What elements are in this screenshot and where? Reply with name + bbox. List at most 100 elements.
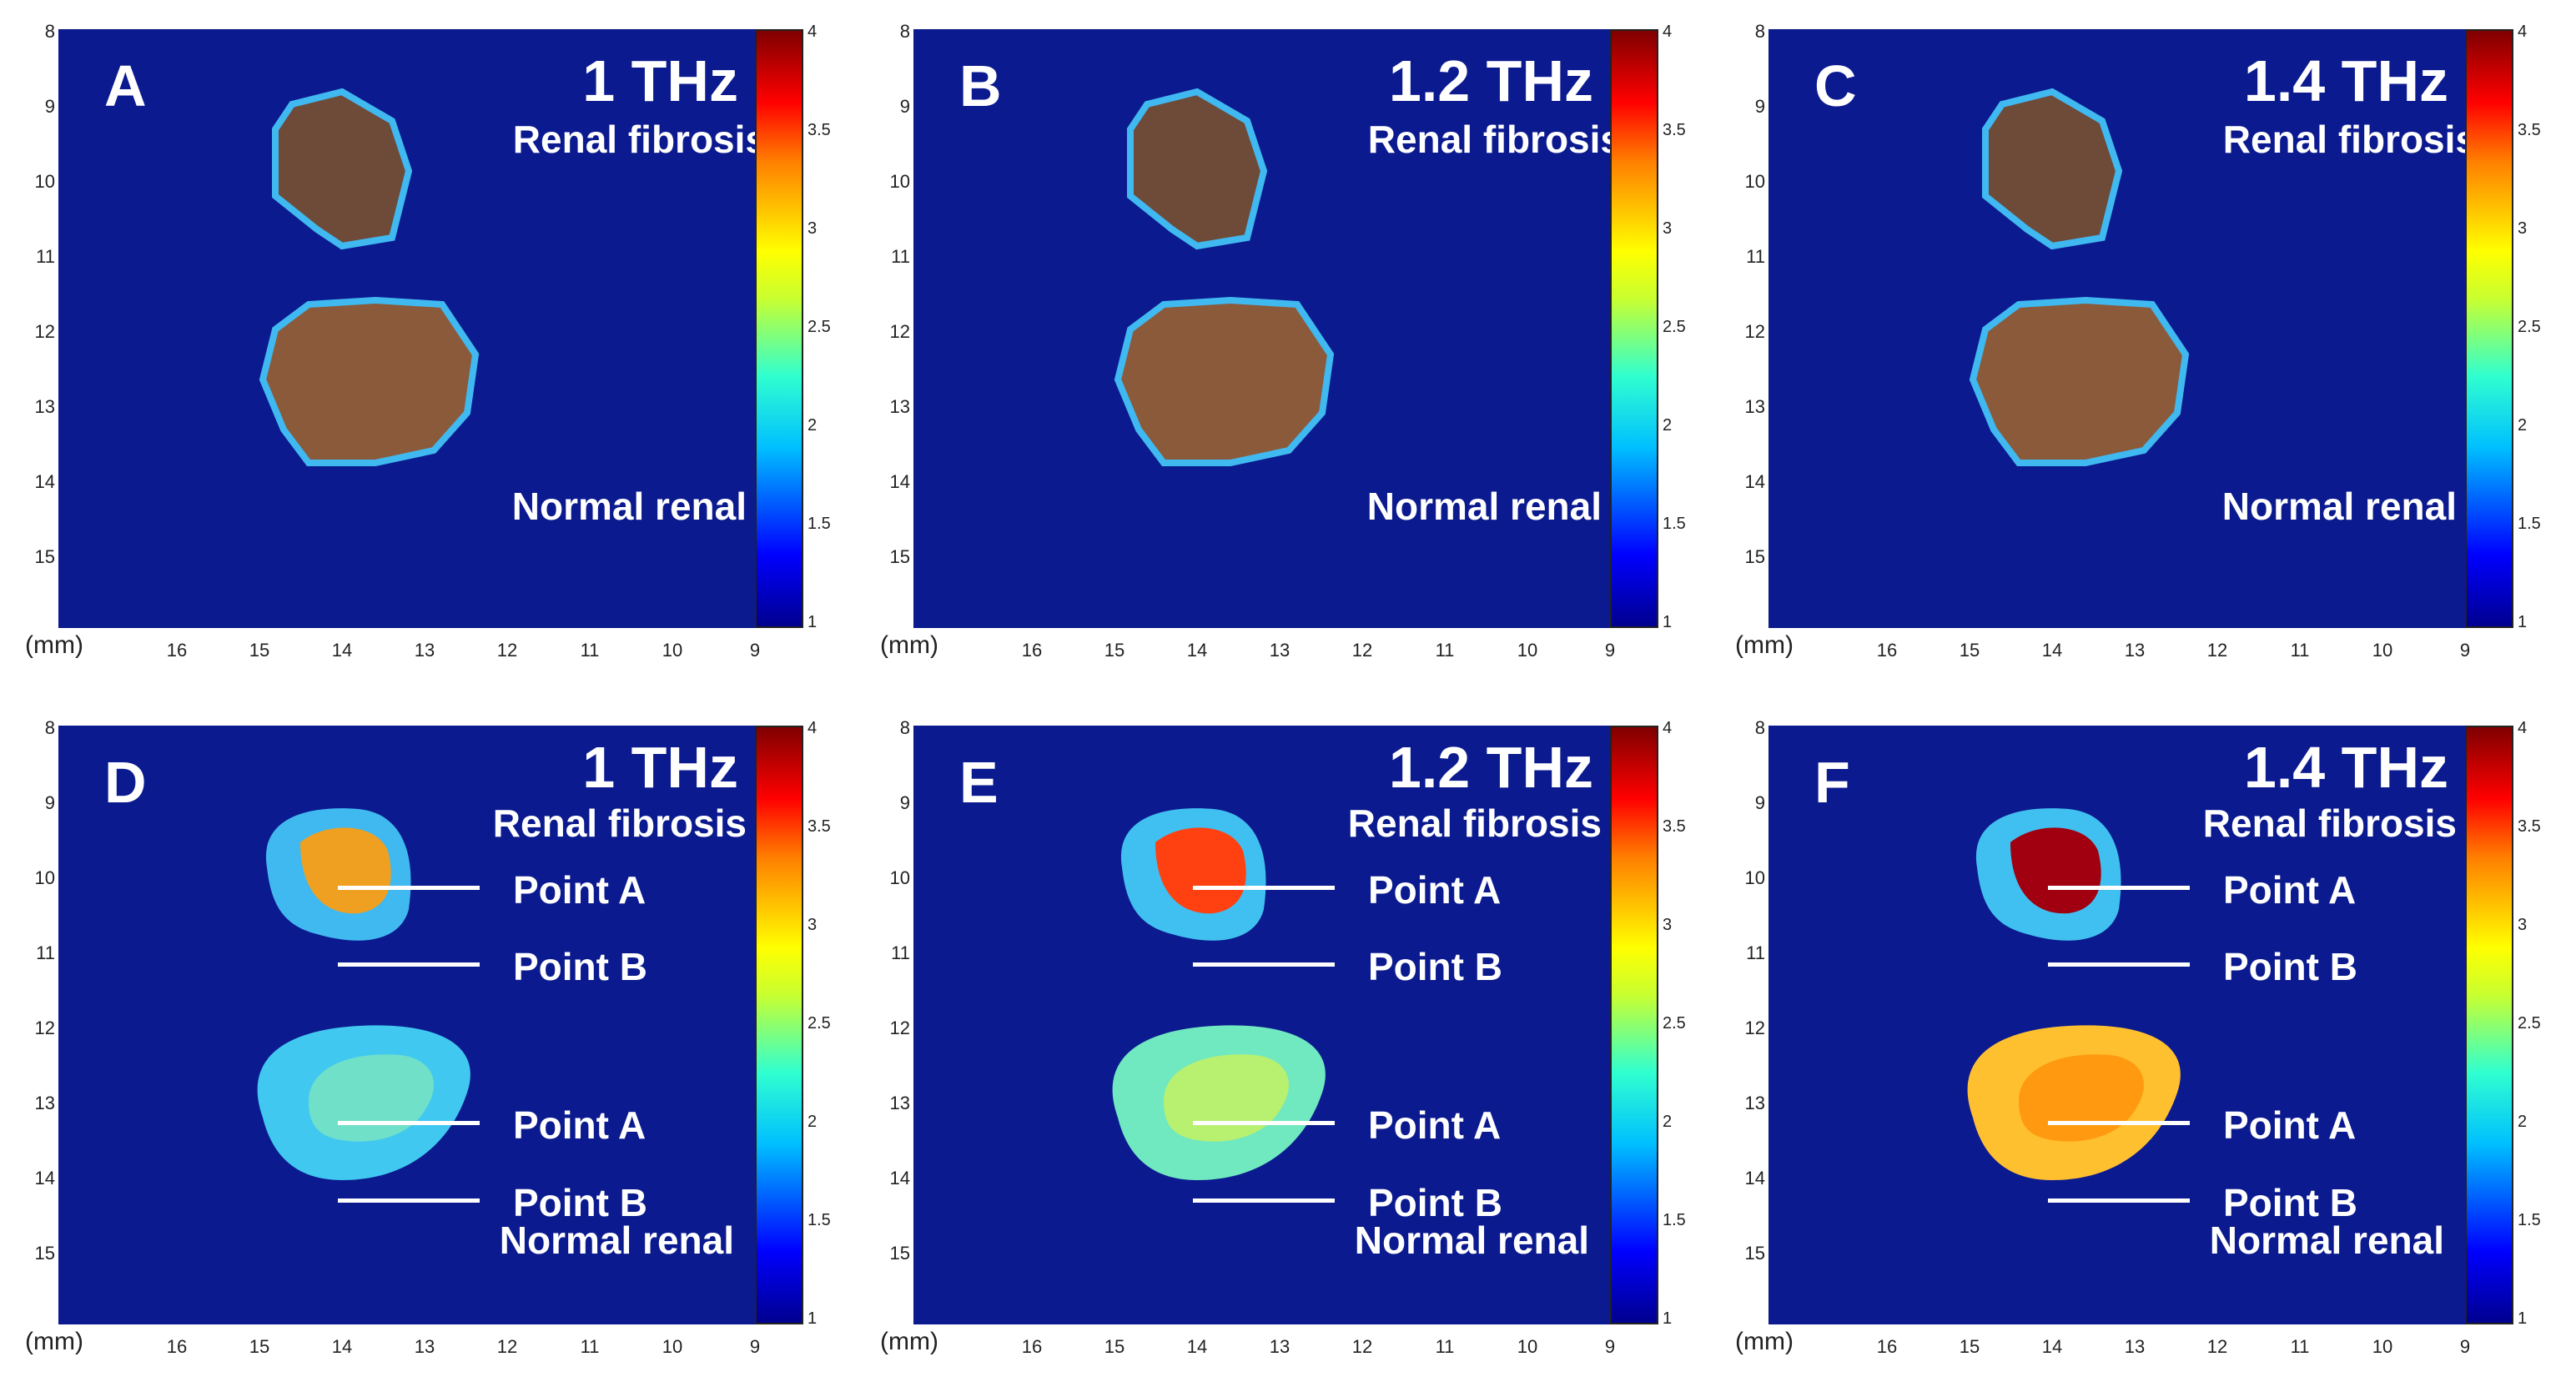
colorbar [2465,726,2513,1324]
normal-core [309,1054,434,1142]
y-tick: 8 [899,717,910,738]
colorbar-tick: 1 [1663,1309,1673,1328]
point-line [2048,962,2190,967]
x-tick: 11 [580,640,600,661]
fibrosis-core [300,827,391,914]
y-tick: 11 [36,942,55,963]
x-tick: 10 [1517,640,1538,661]
colorbar-tick: 3 [808,916,818,934]
point-label: Point B [2223,945,2357,988]
x-tick: 9 [749,640,761,661]
y-tick: 10 [1744,171,1765,192]
x-tick: 10 [662,1336,683,1357]
tissue-image [1114,88,1335,466]
y-tick: 15 [34,1243,55,1264]
point-line [1193,1121,1335,1125]
y-tick: 14 [1744,1168,1765,1188]
colorbar-tick: 2.5 [2518,318,2541,336]
y-tick: 13 [889,396,910,417]
x-tick: 11 [2290,640,2310,661]
colorbar-tick: 1.5 [2518,515,2541,533]
x-tick: 11 [2290,1336,2310,1357]
colorbar-tick: 1 [808,1309,818,1328]
axis-unit-label: (mm) [880,1328,938,1355]
panel-b: 8 9 10 11 12 13 14 15 B 1.2 THz Renal fibrosis Norm… [880,21,1714,688]
y-tick: 14 [34,471,55,492]
x-tick: 11 [1435,640,1455,661]
y-axis-ticks: 8 9 10 11 12 13 14 15 [1735,21,1767,628]
colorbar-tick: 2 [808,416,818,435]
point-line [2048,1199,2190,1203]
x-tick: 9 [749,1336,761,1357]
normal-label: Normal renal [499,1219,734,1262]
x-tick: 9 [2459,1336,2471,1357]
heatmap-plot: F 1.4 THz Renal fibrosis Normal renal Point … [1768,726,2482,1324]
y-axis-ticks: 8 9 10 11 12 13 14 15 [880,21,912,628]
x-axis-ticks: 16 15 14 13 12 11 10 9 [58,640,772,665]
x-tick: 15 [1104,640,1125,661]
x-tick: 16 [1876,640,1898,661]
y-tick: 9 [44,792,55,813]
x-tick: 12 [2206,640,2228,661]
y-tick: 13 [1744,396,1765,417]
heatmap-plot: B 1.2 THz Renal fibrosis Normal renal [913,29,1627,628]
heatmap-plot: E 1.2 THz Renal fibrosis Normal renal Point … [913,726,1627,1324]
colorbar-tick: 2 [808,1113,818,1131]
x-tick: 16 [1021,1336,1043,1357]
y-tick: 10 [889,171,910,192]
colorbar-tick: 1 [2518,613,2528,631]
y-tick: 12 [1744,321,1765,342]
frequency-label: 1.2 THz [1388,48,1593,113]
x-tick: 12 [1351,1336,1373,1357]
tissue-image [1112,808,1326,1180]
point-line [1193,1199,1335,1203]
colorbar-tick: 2.5 [2518,1014,2541,1033]
x-tick: 9 [1604,1336,1616,1357]
colorbar [2465,29,2513,628]
x-tick: 13 [414,640,435,661]
y-tick: 13 [34,396,55,417]
point-label: Point B [513,1181,647,1224]
point-label: Point A [513,868,647,912]
normal-label: Normal renal [2221,485,2457,528]
y-tick: 13 [889,1093,910,1113]
normal-core [2019,1054,2144,1142]
point-line [1193,886,1335,890]
y-tick: 11 [1746,942,1765,963]
colorbar [1610,29,1658,628]
colorbar-tick: 2.5 [1663,1014,1686,1033]
panel-letter: E [959,750,999,815]
x-tick: 14 [2041,640,2063,661]
colorbar-tick: 2 [1663,416,1673,435]
y-tick: 14 [1744,471,1765,492]
y-tick: 10 [889,867,910,888]
point-label: Point A [2223,1103,2357,1147]
y-tick: 15 [889,546,910,567]
colorbar-tick: 2 [2518,416,2528,435]
y-tick: 14 [889,1168,910,1188]
frequency-label: 1 THz [582,735,738,800]
y-tick: 8 [44,717,55,738]
frequency-label: 1.4 THz [2243,48,2448,113]
x-tick: 12 [496,640,518,661]
y-tick: 9 [1754,792,1765,813]
point-label: Point A [1368,1103,1502,1147]
panel-letter: D [104,750,147,815]
tissue-image [257,808,470,1180]
frequency-label: 1 THz [582,48,738,113]
x-tick: 15 [1959,640,1980,661]
x-tick: 13 [2124,1336,2146,1357]
y-tick: 12 [889,321,910,342]
point-line [2048,1121,2190,1125]
panel-letter: C [1814,53,1857,118]
panel-f: 8 9 10 11 12 13 14 15 F 1.4 THz Renal fibrosis Norm… [1735,717,2569,1384]
fibrosis-label: Renal fibrosis [2202,802,2457,845]
colorbar-tick: 4 [2518,23,2528,41]
colorbar-tick: 2 [2518,1113,2528,1131]
y-tick: 8 [44,21,55,42]
x-axis-ticks: 16 15 14 13 12 11 10 9 [1768,640,2482,665]
y-tick: 8 [899,21,910,42]
heatmap-plot: A 1 THz Renal fibrosis Normal renal [58,29,772,628]
tissue-image [1969,88,2190,466]
tissue-image [1967,808,2181,1180]
